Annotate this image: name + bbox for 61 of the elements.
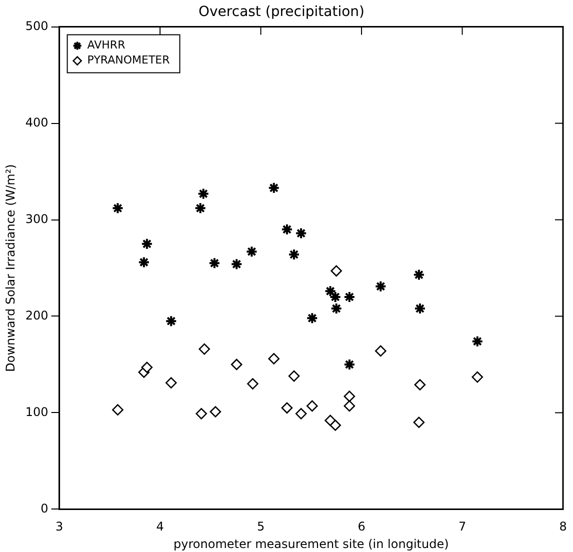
point xyxy=(343,358,356,370)
point xyxy=(288,248,300,260)
point xyxy=(281,402,293,414)
y-tick-label: 0 xyxy=(40,501,48,516)
point xyxy=(344,400,356,412)
point xyxy=(412,268,425,281)
point xyxy=(268,182,280,194)
point xyxy=(330,265,342,277)
y-tick-label: 400 xyxy=(25,115,48,130)
y-tick-label: 100 xyxy=(25,404,48,419)
y-tick-label: 200 xyxy=(25,308,48,322)
point xyxy=(165,315,178,328)
chart-title: Overcast (precipitation) xyxy=(198,4,364,20)
point xyxy=(280,223,293,236)
x-tick-label: 3 xyxy=(55,520,64,534)
point xyxy=(472,371,484,383)
x-axis-title: pyronometer measurement site (in longitude) xyxy=(174,536,449,551)
point xyxy=(295,227,308,240)
point xyxy=(210,406,222,418)
point xyxy=(306,312,318,324)
x-tick-label: 7 xyxy=(458,520,466,534)
point xyxy=(138,256,150,268)
point xyxy=(141,362,153,374)
legend-label: AVHRR xyxy=(87,38,126,52)
point xyxy=(194,202,206,214)
point xyxy=(246,246,258,258)
x-tick-label: 4 xyxy=(156,520,164,534)
point xyxy=(471,335,484,348)
point xyxy=(112,404,124,416)
point xyxy=(165,377,177,388)
point xyxy=(375,345,386,357)
x-tick-label: 8 xyxy=(559,520,567,534)
y-tick-label: 500 xyxy=(25,18,48,33)
point xyxy=(413,416,425,428)
point xyxy=(230,258,243,270)
point xyxy=(306,400,318,412)
point xyxy=(330,420,341,431)
point xyxy=(268,353,280,364)
point xyxy=(330,302,342,315)
point xyxy=(329,290,342,303)
point xyxy=(414,302,426,315)
point xyxy=(198,343,210,355)
x-tick-label: 6 xyxy=(358,520,366,534)
point xyxy=(140,238,153,250)
point xyxy=(324,285,336,298)
point xyxy=(208,257,220,270)
point xyxy=(295,408,307,420)
point xyxy=(112,202,124,214)
point xyxy=(414,379,426,390)
point xyxy=(343,290,356,303)
point xyxy=(344,390,356,402)
point xyxy=(247,378,258,390)
point xyxy=(196,408,207,420)
y-tick-label: 300 xyxy=(25,212,48,226)
legend-label: PYRANOMETER xyxy=(87,54,170,67)
x-tick-label: 5 xyxy=(256,520,265,534)
point xyxy=(230,358,242,370)
point xyxy=(288,370,300,382)
point xyxy=(374,280,387,292)
y-axis-title: Downward Solar Irradiance (W/m²) xyxy=(3,164,18,372)
point xyxy=(197,188,210,200)
